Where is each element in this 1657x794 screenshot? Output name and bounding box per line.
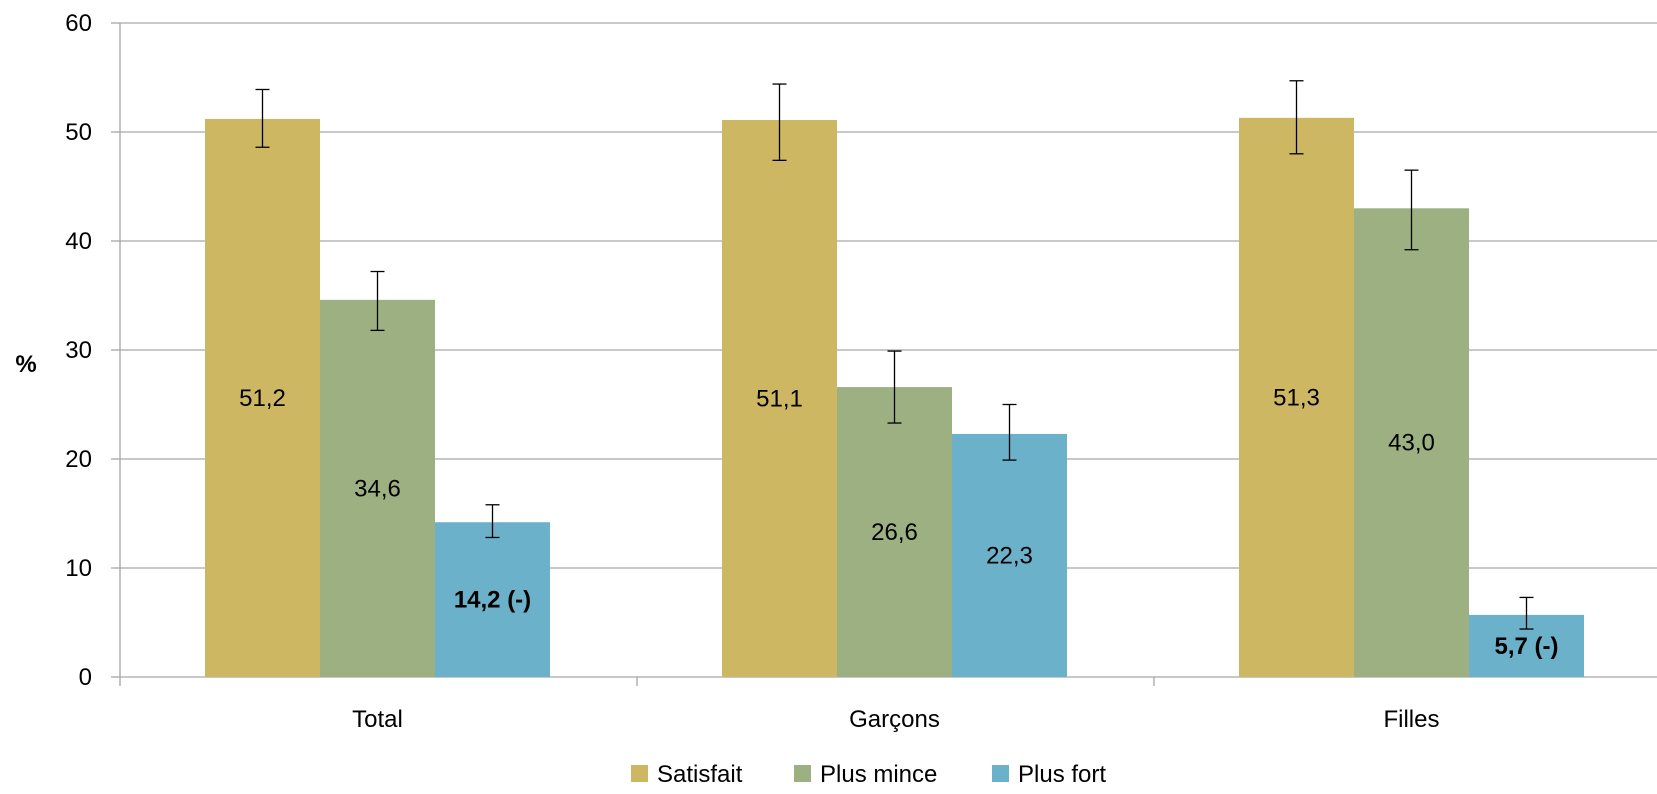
y-tick-label: 20 [65,446,92,473]
legend-swatch [992,765,1009,782]
data-label: 14,2 (-) [454,587,531,614]
x-category-label: Total [352,706,403,733]
data-label: 51,1 [756,386,803,413]
data-label: 26,6 [871,519,918,546]
legend-label: Satisfait [657,761,743,788]
x-category-label: Filles [1383,706,1439,733]
legend-label: Plus mince [820,761,937,788]
y-tick-label: 10 [65,555,92,582]
axes: 0 10 20 30 40 50 60 Total Garçons Filles [65,10,1657,733]
data-labels: 51,2 34,6 14,2 (-) 51,1 26,6 22,3 51,3 43,0 5,7 … [239,384,1558,660]
data-label: 34,6 [354,475,401,502]
y-axis-label: % [15,351,36,378]
bar [952,433,1067,677]
y-tick-label: 40 [65,228,92,255]
x-category-label: Garçons [849,706,940,733]
legend: Satisfait Plus mince Plus fort [631,761,1106,788]
bar [320,299,435,677]
bar [1354,208,1469,678]
data-label: 43,0 [1388,430,1435,457]
legend-swatch [631,765,648,782]
y-tick-label: 30 [65,337,92,364]
legend-label: Plus fort [1018,761,1106,788]
legend-swatch [794,765,811,782]
bar [435,522,550,677]
y-tick-label: 0 [79,664,92,691]
bars [205,117,1584,678]
bar [205,118,320,678]
data-label: 51,3 [1273,384,1320,411]
data-label: 5,7 (-) [1494,633,1558,660]
bar [722,120,837,677]
bar [837,387,952,677]
y-tick-label: 50 [65,119,92,146]
y-tick-label: 60 [65,10,92,37]
data-label: 22,3 [986,542,1033,569]
data-label: 51,2 [239,385,286,412]
error-bars [255,80,1534,630]
bar [1239,117,1354,677]
